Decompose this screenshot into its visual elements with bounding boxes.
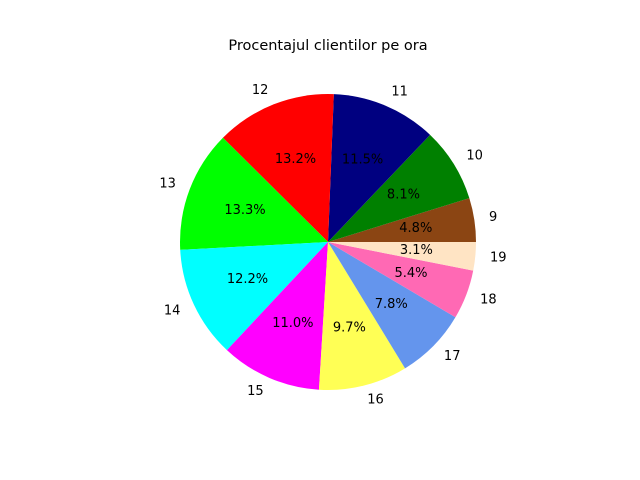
pie-slice-15 xyxy=(226,242,328,390)
slice-label-13: 13 xyxy=(159,177,176,192)
slice-percent-14: 12.2% xyxy=(227,272,268,287)
slice-label-11: 11 xyxy=(391,85,408,100)
pie-slice-12 xyxy=(222,94,334,243)
pie-slice-18 xyxy=(328,242,474,318)
pie-slice-13 xyxy=(180,137,328,250)
slice-label-12: 12 xyxy=(252,83,269,98)
slice-percent-19: 3.1% xyxy=(400,243,433,258)
slice-label-17: 17 xyxy=(444,349,461,364)
slice-percent-15: 11.0% xyxy=(272,316,313,331)
pie-labels: 9 4.8% 10 8.1% 11 11.5% 12 13.2% 13 13.3% 14 12.2% 1… xyxy=(159,83,506,407)
slice-percent-18: 5.4% xyxy=(394,266,427,281)
pie-slice-10 xyxy=(328,134,470,242)
slice-label-19: 19 xyxy=(490,250,507,265)
slice-label-16: 16 xyxy=(367,393,384,408)
pie-slice-17 xyxy=(328,242,456,369)
slice-percent-9: 4.8% xyxy=(399,221,432,236)
pie-slice-16 xyxy=(318,242,406,390)
slice-percent-17: 7.8% xyxy=(375,297,408,312)
slice-label-18: 18 xyxy=(480,292,497,307)
slice-percent-13: 13.3% xyxy=(224,203,265,218)
slice-label-14: 14 xyxy=(164,303,181,318)
pie-slice-11 xyxy=(328,94,431,242)
slice-label-10: 10 xyxy=(466,149,483,164)
pie-slice-14 xyxy=(180,242,328,351)
slice-label-15: 15 xyxy=(247,384,264,399)
slice-percent-10: 8.1% xyxy=(387,188,420,203)
chart-title: Procentajul clientilor pe ora xyxy=(228,38,427,54)
pie-slices xyxy=(180,94,476,390)
slice-percent-12: 13.2% xyxy=(275,152,316,167)
slice-percent-16: 9.7% xyxy=(333,321,366,336)
pie-slice-19 xyxy=(328,242,476,271)
slice-percent-11: 11.5% xyxy=(342,153,383,168)
pie-slice-9 xyxy=(328,198,476,242)
slice-label-9: 9 xyxy=(489,210,497,225)
